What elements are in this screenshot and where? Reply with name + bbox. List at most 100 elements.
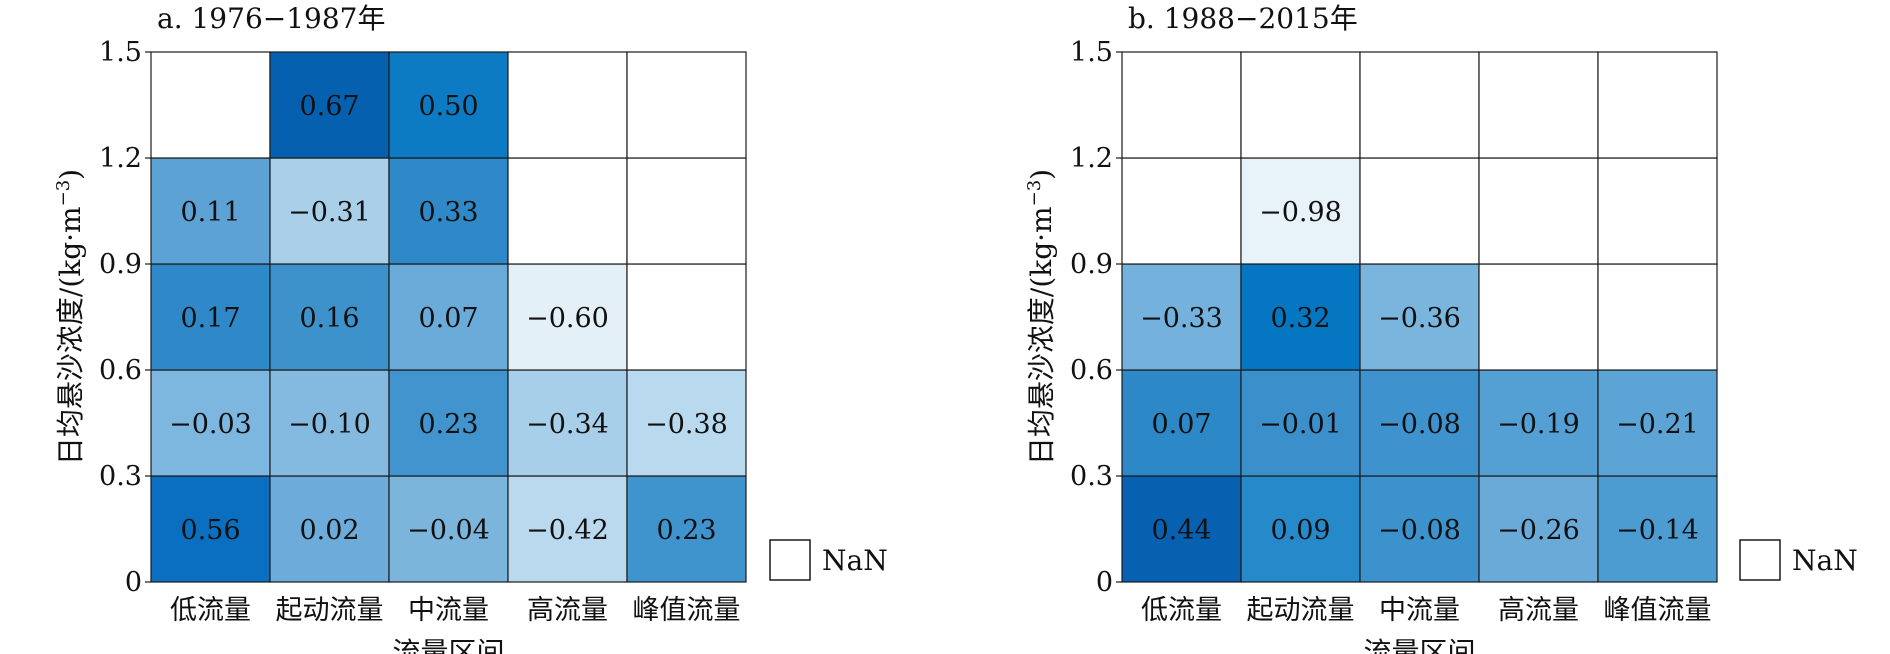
cell-value-label: −0.34 — [526, 409, 609, 440]
heatmap-cell — [269, 263, 390, 371]
cell-value-label: −0.03 — [169, 409, 252, 440]
heatmap-cell — [1359, 263, 1480, 371]
y-tick-label: 0 — [1096, 567, 1113, 598]
heatmap-cell — [1121, 157, 1242, 265]
y-axis-title: 日均悬沙浓度/(kg·m−3) — [1024, 169, 1058, 465]
heatmap-cell — [1240, 475, 1361, 583]
heatmap-panel-a: a. 1976−1987年 0.56 0.02 −0.04 −0.42 0.23 −0.03… — [53, 2, 888, 654]
cell-value-label: −0.14 — [1616, 515, 1699, 546]
heatmap-cell — [1240, 51, 1361, 159]
y-tick-label: 0 — [125, 567, 142, 598]
heatmap-cell — [1478, 157, 1599, 265]
heatmap-cell — [1359, 157, 1480, 265]
y-tick-label: 0.9 — [99, 249, 142, 280]
y-tick-label: 1.2 — [99, 143, 142, 174]
heatmap-cell — [626, 263, 747, 371]
y-axis-title-main: 日均悬沙浓度/(kg·m — [1025, 206, 1058, 465]
cell-value-label: −0.04 — [407, 515, 490, 546]
heatmap-cell — [150, 51, 271, 159]
y-axis-title-main: 日均悬沙浓度/(kg·m — [54, 206, 87, 465]
cell-value-label: −0.31 — [288, 197, 371, 228]
y-axis-title-exponent: −3 — [1024, 180, 1045, 207]
heatmap-cell — [1240, 369, 1361, 477]
cell-value-label: −0.33 — [1140, 303, 1223, 334]
x-axis-title: 流量区间 — [1363, 636, 1475, 654]
heatmap-cell — [388, 51, 509, 159]
y-axis-title-exponent: −3 — [53, 180, 74, 207]
y-tick-label: 0.6 — [99, 355, 142, 386]
heatmap-cell — [1478, 51, 1599, 159]
cell-value-label: 0.17 — [180, 303, 240, 334]
cell-value-label: −0.19 — [1497, 409, 1580, 440]
heatmap-cell — [269, 369, 390, 477]
x-tick-label: 起动流量 — [1247, 595, 1355, 626]
cell-value-label: −0.36 — [1378, 303, 1461, 334]
heatmap-cell — [626, 475, 747, 583]
y-axis-title-close: ) — [54, 169, 87, 180]
heatmap-cell — [150, 157, 271, 265]
cell-value-label: 0.11 — [180, 197, 240, 228]
heatmap-cell — [1121, 369, 1242, 477]
y-tick-label: 1.5 — [99, 37, 142, 68]
heatmap-cell — [1478, 263, 1599, 371]
heatmap-cell — [269, 157, 390, 265]
heatmap-panel-b: b. 1988−2015年 0.44 0.09 −0.08 −0.26 −0.14 0.07… — [1024, 2, 1858, 654]
heatmap-cell — [1359, 369, 1480, 477]
heatmap-cell — [1121, 263, 1242, 371]
heatmap-cell — [150, 369, 271, 477]
heatmap-cell — [1597, 263, 1718, 371]
x-tick-label: 中流量 — [408, 595, 489, 626]
y-axis-title-close: ) — [1025, 169, 1058, 180]
chart-title: a. 1976−1987年 — [157, 2, 385, 35]
heatmap-cell — [507, 369, 628, 477]
cell-value-label: 0.56 — [180, 515, 240, 546]
cell-value-label: 0.33 — [418, 197, 478, 228]
y-tick-label: 0.6 — [1070, 355, 1113, 386]
y-tick-label: 1.2 — [1070, 143, 1113, 174]
heatmap-cell — [1597, 157, 1718, 265]
x-tick-label: 中流量 — [1379, 595, 1460, 626]
cell-value-label: 0.07 — [418, 303, 478, 334]
cell-value-label: 0.23 — [418, 409, 478, 440]
chart-title: b. 1988−2015年 — [1128, 2, 1358, 35]
x-tick-label: 低流量 — [1141, 595, 1222, 626]
heatmap-cell — [388, 157, 509, 265]
legend-swatch-nan — [1739, 539, 1781, 581]
cell-value-label: 0.02 — [299, 515, 359, 546]
heatmap-cell — [626, 51, 747, 159]
cell-value-label: 0.67 — [299, 91, 359, 122]
x-axis-title: 流量区间 — [392, 636, 504, 654]
cell-value-label: 0.16 — [299, 303, 359, 334]
x-tick-label: 低流量 — [170, 595, 251, 626]
cell-value-label: 0.32 — [1270, 303, 1330, 334]
heatmap-cell — [388, 263, 509, 371]
heatmap-cell — [1359, 51, 1480, 159]
cell-value-label: 0.50 — [418, 91, 478, 122]
heatmap-cell — [1597, 369, 1718, 477]
x-tick-label: 峰值流量 — [633, 595, 741, 626]
heatmap-cell — [1478, 369, 1599, 477]
heatmap-cell — [1121, 51, 1242, 159]
y-tick-label: 0.9 — [1070, 249, 1113, 280]
cell-value-label: −0.38 — [645, 409, 728, 440]
y-tick-label: 0.3 — [99, 461, 142, 492]
heatmap-cell — [1478, 475, 1599, 583]
heatmap-cell — [507, 51, 628, 159]
cell-value-label: −0.08 — [1378, 515, 1461, 546]
cell-value-label: 0.09 — [1270, 515, 1330, 546]
x-tick-label: 高流量 — [1498, 595, 1579, 626]
y-tick-label: 0.3 — [1070, 461, 1113, 492]
heatmap-cell — [507, 157, 628, 265]
cell-value-label: −0.08 — [1378, 409, 1461, 440]
heatmap-cell — [269, 51, 390, 159]
heatmap-cell — [269, 475, 390, 583]
heatmap-cell — [507, 475, 628, 583]
cell-value-label: −0.26 — [1497, 515, 1580, 546]
cell-value-label: −0.42 — [526, 515, 609, 546]
cell-value-label: −0.01 — [1259, 409, 1342, 440]
cell-value-label: −0.10 — [288, 409, 371, 440]
y-axis-title: 日均悬沙浓度/(kg·m−3) — [53, 169, 87, 465]
heatmap-cell — [1597, 51, 1718, 159]
legend-swatch-nan — [769, 539, 811, 581]
